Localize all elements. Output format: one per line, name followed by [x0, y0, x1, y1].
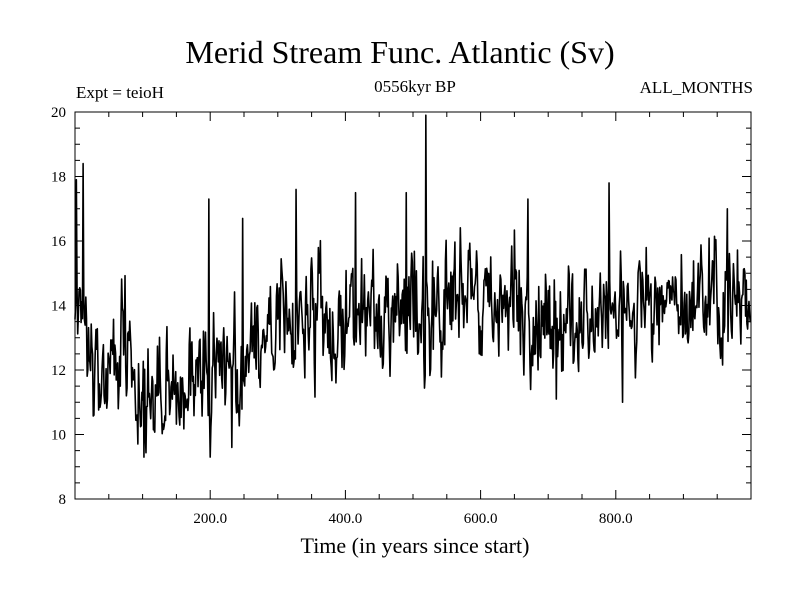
y-tick-label: 14 — [51, 299, 67, 315]
series-layer — [74, 114, 752, 458]
y-tick-label: 8 — [59, 492, 67, 508]
x-tick-label: 200.0 — [193, 511, 227, 527]
y-tick-label: 10 — [51, 428, 66, 444]
y-tick-label: 18 — [51, 170, 66, 186]
months-label: ALL_MONTHS — [639, 78, 753, 97]
y-tick-label: 16 — [51, 234, 67, 250]
series-line-amoc — [74, 114, 752, 458]
y-tick-label: 20 — [51, 105, 66, 121]
y-tick-label: 12 — [51, 363, 66, 379]
chart-subtitle: 0556kyr BP — [374, 77, 456, 96]
experiment-label: Expt = teioH — [76, 83, 164, 102]
x-tick-label: 400.0 — [329, 511, 363, 527]
axis-tick-labels: 200.0 400.0 600.0 800.0 8 10 12 14 16 18 20 — [51, 105, 633, 527]
x-tick-label: 600.0 — [464, 511, 498, 527]
x-axis-title: Time (in years since start) — [300, 533, 530, 558]
x-tick-label: 800.0 — [599, 511, 633, 527]
chart-title: Merid Stream Func. Atlantic (Sv) — [185, 34, 615, 70]
